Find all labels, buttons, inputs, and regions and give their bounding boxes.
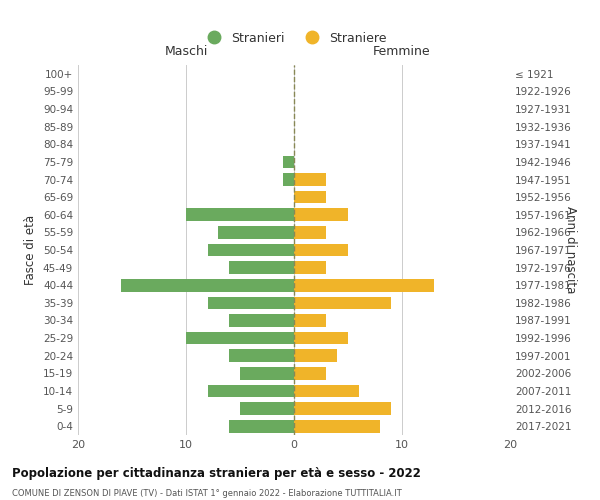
Bar	[283, 173, 294, 186]
Bar	[294, 244, 348, 256]
Bar	[294, 191, 326, 203]
Bar	[294, 420, 380, 432]
Legend: Stranieri, Straniere: Stranieri, Straniere	[196, 27, 392, 50]
Bar	[294, 262, 326, 274]
Bar	[294, 208, 348, 221]
Y-axis label: Fasce di età: Fasce di età	[25, 215, 37, 285]
Text: Popolazione per cittadinanza straniera per età e sesso - 2022: Popolazione per cittadinanza straniera p…	[12, 468, 421, 480]
Bar	[229, 420, 294, 432]
Bar	[294, 226, 326, 238]
Bar	[121, 279, 294, 291]
Bar	[229, 350, 294, 362]
Bar	[294, 314, 326, 327]
Bar	[294, 384, 359, 398]
Bar	[186, 208, 294, 221]
Bar	[186, 332, 294, 344]
Text: Maschi: Maschi	[164, 45, 208, 58]
Bar	[294, 296, 391, 309]
Bar	[294, 402, 391, 415]
Text: Femmine: Femmine	[373, 45, 431, 58]
Bar	[208, 296, 294, 309]
Text: COMUNE DI ZENSON DI PIAVE (TV) - Dati ISTAT 1° gennaio 2022 - Elaborazione TUTTI: COMUNE DI ZENSON DI PIAVE (TV) - Dati IS…	[12, 489, 402, 498]
Bar	[229, 314, 294, 327]
Bar	[229, 262, 294, 274]
Bar	[294, 332, 348, 344]
Bar	[294, 279, 434, 291]
Bar	[294, 367, 326, 380]
Bar	[240, 367, 294, 380]
Bar	[208, 384, 294, 398]
Y-axis label: Anni di nascita: Anni di nascita	[564, 206, 577, 294]
Bar	[240, 402, 294, 415]
Bar	[218, 226, 294, 238]
Bar	[294, 173, 326, 186]
Bar	[283, 156, 294, 168]
Bar	[208, 244, 294, 256]
Bar	[294, 350, 337, 362]
